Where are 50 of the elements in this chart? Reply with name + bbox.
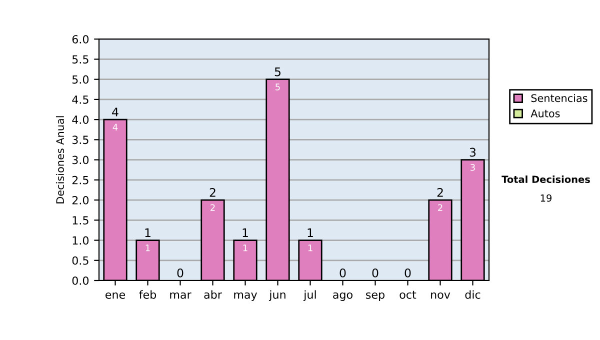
legend-label: Autos bbox=[530, 110, 560, 118]
x-tick-label: oct bbox=[400, 290, 416, 299]
y-tick-label: 4.0 bbox=[72, 116, 89, 124]
data-label: 2 bbox=[210, 204, 215, 211]
x-tick-label: ago bbox=[333, 292, 352, 301]
total-label: 2 bbox=[437, 188, 443, 197]
total-label: 1 bbox=[145, 228, 150, 238]
data-label: 3 bbox=[470, 164, 475, 171]
y-tick-label: 6.0 bbox=[72, 35, 89, 44]
total-label: 1 bbox=[308, 228, 313, 238]
y-tick-label: 4.5 bbox=[72, 96, 88, 104]
y-tick-label: 5.0 bbox=[72, 75, 89, 84]
legend-label: Sentencias bbox=[531, 94, 588, 102]
data-label: 2 bbox=[438, 204, 442, 211]
y-tick-label: 2.0 bbox=[72, 196, 89, 204]
x-tick-label: dic bbox=[465, 290, 480, 299]
text: 19 bbox=[540, 194, 552, 202]
x-tick-label: ene bbox=[106, 292, 126, 299]
x-tick-label: jul bbox=[303, 290, 316, 301]
y-tick-label: 2.5 bbox=[72, 176, 88, 184]
total-label: 3 bbox=[470, 148, 476, 157]
y-tick-label: 5.5 bbox=[72, 55, 88, 64]
total-label: 5 bbox=[274, 67, 280, 76]
total-label: 0 bbox=[177, 268, 184, 278]
x-tick-label: sep bbox=[366, 292, 384, 301]
x-tick-label: jun bbox=[268, 290, 286, 301]
data-label: 5 bbox=[276, 84, 280, 90]
total-label: 0 bbox=[404, 268, 411, 278]
total-label: 0 bbox=[372, 268, 378, 278]
y-tick-label: 3.0 bbox=[72, 156, 89, 164]
y-tick-label: 1.5 bbox=[72, 216, 88, 225]
y-tick-label: 3.5 bbox=[72, 136, 88, 144]
y-tick-label: 0.5 bbox=[72, 256, 88, 265]
y-axis-title: Decisiones Anual bbox=[56, 116, 64, 204]
x-tick-label: mar bbox=[170, 292, 192, 299]
total-label: 1 bbox=[242, 228, 248, 238]
x-tick-label: abr bbox=[204, 290, 222, 299]
x-tick-label: nov bbox=[431, 292, 450, 299]
x-tick-label: feb bbox=[139, 290, 156, 299]
text: Total Decisiones bbox=[502, 175, 590, 184]
x-tick-label: may bbox=[234, 292, 258, 301]
data-label: 1 bbox=[243, 244, 248, 252]
total-label: 0 bbox=[340, 268, 346, 278]
total-label: 4 bbox=[112, 108, 118, 116]
data-label: 1 bbox=[308, 244, 312, 252]
data-label: 4 bbox=[112, 124, 118, 130]
data-label: 1 bbox=[146, 244, 150, 252]
y-tick-label: 0.0 bbox=[72, 276, 89, 285]
total-label: 2 bbox=[210, 188, 216, 197]
y-tick-label: 1.0 bbox=[72, 236, 89, 245]
